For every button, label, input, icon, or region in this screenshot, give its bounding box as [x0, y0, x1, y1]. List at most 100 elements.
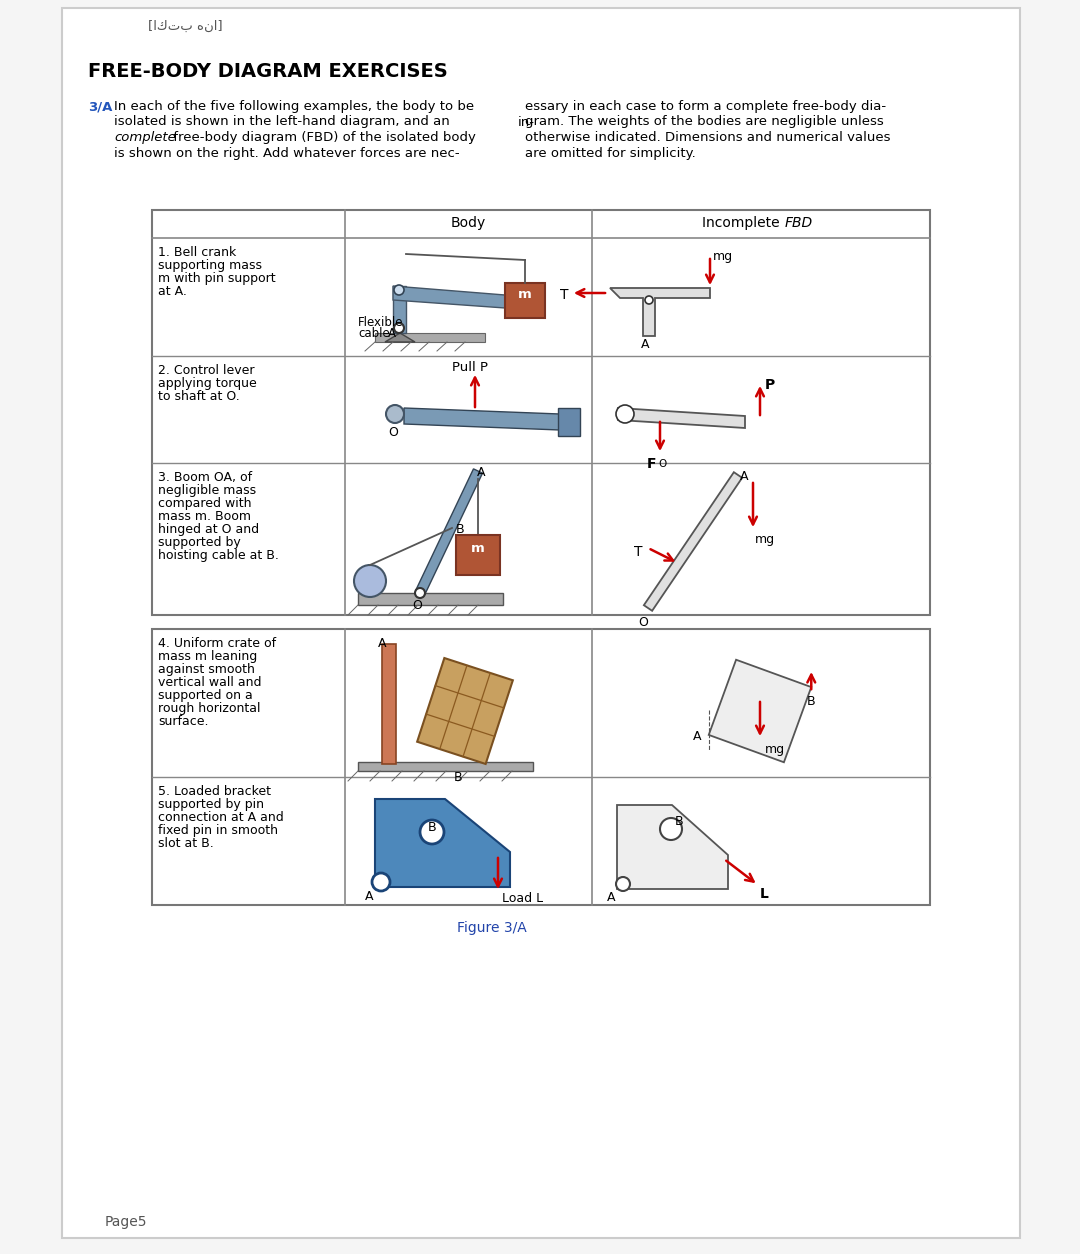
Polygon shape: [384, 334, 415, 342]
Text: in-: in-: [518, 115, 535, 128]
Polygon shape: [393, 286, 406, 334]
Text: gram. The weights of the bodies are negligible unless: gram. The weights of the bodies are negl…: [525, 115, 883, 128]
Bar: [357, 762, 534, 771]
Text: Figure 3/A: Figure 3/A: [457, 920, 527, 935]
Circle shape: [645, 296, 653, 303]
Text: applying torque: applying torque: [158, 377, 257, 390]
Circle shape: [616, 877, 630, 892]
Polygon shape: [416, 469, 483, 596]
Text: A: A: [607, 892, 616, 904]
Circle shape: [660, 818, 681, 840]
Text: surface.: surface.: [158, 715, 208, 729]
Text: Pull P: Pull P: [453, 361, 488, 374]
Text: m: m: [518, 288, 531, 301]
Text: Flexible: Flexible: [357, 316, 404, 329]
Text: 1. Bell crank: 1. Bell crank: [158, 246, 237, 260]
Text: isolated is shown in the left-hand diagram, and an: isolated is shown in the left-hand diagr…: [114, 115, 457, 128]
Bar: [62, 8, 1020, 1238]
Circle shape: [386, 405, 404, 423]
Text: vertical wall and: vertical wall and: [158, 676, 261, 688]
Polygon shape: [708, 660, 811, 762]
Text: P: P: [765, 377, 775, 393]
Text: 4. Uniform crate of: 4. Uniform crate of: [158, 637, 276, 650]
Polygon shape: [417, 658, 513, 764]
Text: compared with: compared with: [158, 497, 252, 510]
Polygon shape: [375, 799, 510, 887]
Bar: [558, 408, 580, 436]
Text: mg: mg: [755, 533, 775, 545]
Polygon shape: [610, 288, 710, 336]
Polygon shape: [644, 473, 742, 611]
Text: Incomplete: Incomplete: [702, 216, 784, 229]
Text: A: A: [388, 327, 396, 340]
Circle shape: [372, 873, 390, 892]
Text: cable: cable: [357, 327, 390, 340]
Bar: [152, 209, 930, 614]
Bar: [505, 283, 545, 319]
Text: T: T: [561, 288, 568, 302]
Text: F: F: [647, 456, 657, 472]
Circle shape: [420, 820, 444, 844]
Text: to shaft at O.: to shaft at O.: [158, 390, 240, 403]
Text: essary in each case to form a complete free-body dia-: essary in each case to form a complete f…: [525, 100, 886, 113]
Text: In each of the five following examples, the body to be: In each of the five following examples, …: [114, 100, 474, 113]
Text: 2. Control lever: 2. Control lever: [158, 364, 255, 377]
Text: m: m: [471, 543, 485, 556]
Polygon shape: [617, 805, 728, 889]
Bar: [375, 334, 485, 342]
Text: A: A: [740, 470, 748, 483]
Text: O: O: [638, 616, 648, 630]
Text: mg: mg: [713, 250, 733, 263]
Circle shape: [394, 285, 404, 295]
Text: A: A: [692, 730, 701, 742]
Text: supported by pin: supported by pin: [158, 798, 264, 811]
Text: slot at B.: slot at B.: [158, 836, 214, 850]
Text: B: B: [428, 821, 436, 834]
Text: supported by: supported by: [158, 535, 241, 549]
Text: supporting mass: supporting mass: [158, 260, 262, 272]
Text: B: B: [456, 523, 464, 535]
Text: 3/A: 3/A: [87, 100, 112, 113]
Text: B: B: [675, 815, 684, 828]
Text: 5. Loaded bracket: 5. Loaded bracket: [158, 785, 271, 798]
Text: complete: complete: [114, 130, 176, 144]
Text: mg: mg: [765, 744, 785, 756]
Text: mass m leaning: mass m leaning: [158, 650, 257, 663]
Text: [اكتب هنا]: [اكتب هنا]: [148, 20, 222, 33]
Text: mass m. Boom: mass m. Boom: [158, 510, 251, 523]
Circle shape: [415, 588, 426, 598]
Text: A: A: [477, 466, 486, 479]
Bar: [456, 535, 500, 576]
Text: Load L: Load L: [502, 892, 543, 905]
Text: FBD: FBD: [785, 216, 813, 229]
Text: hinged at O and: hinged at O and: [158, 523, 259, 535]
Text: negligible mass: negligible mass: [158, 484, 256, 497]
Text: at A.: at A.: [158, 285, 187, 298]
Bar: [152, 630, 930, 905]
Text: L: L: [760, 887, 769, 902]
Text: Page5: Page5: [105, 1215, 148, 1229]
Circle shape: [616, 405, 634, 423]
Text: FREE-BODY DIAGRAM EXERCISES: FREE-BODY DIAGRAM EXERCISES: [87, 61, 448, 82]
Text: A: A: [365, 890, 374, 903]
Text: are omitted for simplicity.: are omitted for simplicity.: [525, 147, 696, 159]
Text: Body: Body: [450, 216, 486, 229]
Text: supported on a: supported on a: [158, 688, 253, 702]
Text: O: O: [658, 459, 666, 469]
Bar: [382, 645, 396, 764]
Circle shape: [354, 566, 386, 597]
Text: m with pin support: m with pin support: [158, 272, 275, 285]
Text: A: A: [640, 339, 649, 351]
Text: O: O: [388, 426, 397, 439]
Text: B: B: [454, 771, 462, 784]
Text: T: T: [634, 545, 643, 559]
Text: free-body diagram (FBD) of the isolated body: free-body diagram (FBD) of the isolated …: [168, 130, 476, 144]
Text: 3. Boom OA, of: 3. Boom OA, of: [158, 472, 252, 484]
Text: hoisting cable at B.: hoisting cable at B.: [158, 549, 279, 562]
Text: A: A: [378, 637, 387, 650]
Text: fixed pin in smooth: fixed pin in smooth: [158, 824, 278, 836]
Bar: [357, 593, 503, 604]
Text: otherwise indicated. Dimensions and numerical values: otherwise indicated. Dimensions and nume…: [525, 130, 891, 144]
Text: connection at A and: connection at A and: [158, 811, 284, 824]
Polygon shape: [393, 286, 505, 308]
